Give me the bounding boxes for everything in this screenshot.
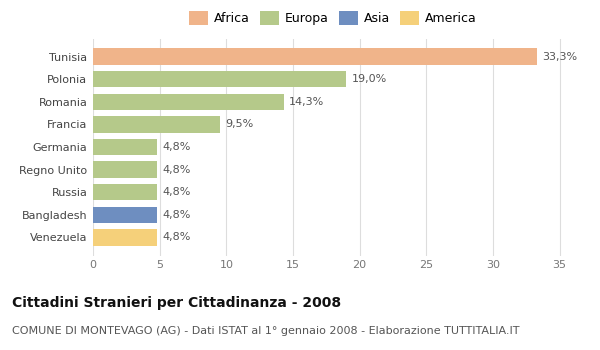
Bar (93, 184, 157, 201)
Bar (93, 161, 157, 178)
Text: 4,8%: 4,8% (163, 164, 191, 175)
Text: Cittadini Stranieri per Cittadinanza - 2008: Cittadini Stranieri per Cittadinanza - 2… (12, 296, 341, 310)
Bar (93, 48, 537, 65)
Bar (93, 71, 346, 87)
Bar (93, 229, 157, 246)
Text: 4,8%: 4,8% (163, 187, 191, 197)
Text: 33,3%: 33,3% (542, 51, 577, 62)
Text: 4,8%: 4,8% (163, 232, 191, 243)
Text: 9,5%: 9,5% (225, 119, 253, 130)
Text: 14,3%: 14,3% (289, 97, 324, 107)
Bar (93, 139, 157, 155)
Bar (93, 116, 220, 133)
Text: 4,8%: 4,8% (163, 142, 191, 152)
Bar (93, 207, 157, 223)
Text: 4,8%: 4,8% (163, 210, 191, 220)
Text: 19,0%: 19,0% (352, 74, 387, 84)
Text: COMUNE DI MONTEVAGO (AG) - Dati ISTAT al 1° gennaio 2008 - Elaborazione TUTTITAL: COMUNE DI MONTEVAGO (AG) - Dati ISTAT al… (12, 326, 520, 336)
Bar (93, 93, 284, 110)
Legend: Africa, Europa, Asia, America: Africa, Europa, Asia, America (187, 8, 479, 28)
